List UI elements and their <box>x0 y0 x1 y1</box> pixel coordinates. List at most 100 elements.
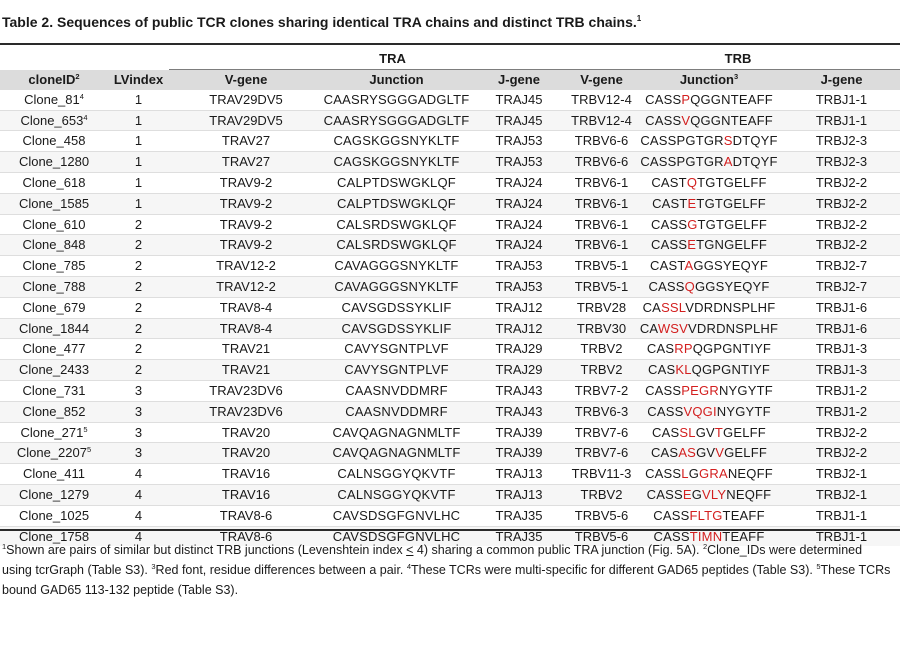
lv-index-cell: 1 <box>108 172 169 194</box>
lv-index-cell: 1 <box>108 110 169 132</box>
tra-junction-cell: CAGSKGGSNYKLTF <box>323 130 470 153</box>
clone-id-cell: Clone_6534 <box>0 110 108 132</box>
junction-residue: CASS <box>653 528 690 544</box>
trb-junction-cell: CASSTIMNTEAFF <box>635 526 783 547</box>
trb-j-gene-cell: TRBJ1-3 <box>783 359 900 381</box>
clone-id-cell: Clone_731 <box>0 380 108 402</box>
junction-residue: CASS <box>653 507 690 523</box>
lv-index-cell: 2 <box>108 234 169 257</box>
tra-j-gene-cell: TRAJ53 <box>470 151 568 173</box>
tra-j-gene-cell: TRAJ29 <box>470 338 568 361</box>
trb-junction-cell: CASSQGGSYEQYF <box>635 276 783 298</box>
group-label-tra: TRA <box>379 51 406 67</box>
trb-v-gene-cell: TRBV7-6 <box>568 442 635 465</box>
table-row: Clone_1280 1 TRAV27 CAGSKGGSNYKLTF TRAJ53 TRB… <box>0 151 900 173</box>
clone-id: Clone_1280 <box>18 154 90 170</box>
trb-junction-cell: CASKLQGPGNTIYF <box>635 359 783 381</box>
trb-v-gene-cell: TRBV5-1 <box>568 255 635 277</box>
top-rule <box>0 43 900 45</box>
junction-residue: CASS <box>645 382 682 398</box>
table-title-text: Table 2. Sequences of public TCR clones … <box>2 14 637 30</box>
junction-residue: GGSYEQYF <box>694 278 770 294</box>
junction-residue: CASS <box>646 486 683 502</box>
trb-junction-cell: CASSVQGGNTEAFF <box>635 110 783 132</box>
header-clone-id: cloneID2 <box>0 69 108 90</box>
trb-junction-cell: CASSPGTGRADTQYF <box>635 151 783 173</box>
lv-index-cell: 3 <box>108 442 169 465</box>
trb-v-gene-cell: TRBV7-2 <box>568 380 635 402</box>
tra-v-gene-cell: TRAV12-2 <box>169 276 323 298</box>
trb-v-gene-cell: TRBV2 <box>568 338 635 361</box>
junction-residue: NEQFF <box>727 466 773 482</box>
footnote-1-text-start: Shown are pairs of similar but distinct … <box>6 543 407 557</box>
lv-index-cell: 1 <box>108 151 169 173</box>
clone-id-footnote-mark: 4 <box>83 112 88 122</box>
junction-residue: CAST <box>652 195 688 211</box>
table-row: Clone_785 2 TRAV12-2 CAVAGGGSNYKLTF TRAJ53 TR… <box>0 255 900 277</box>
junction-residue: VDRDNSPLHF <box>685 299 776 315</box>
trb-j-gene-cell: TRBJ2-2 <box>783 422 900 444</box>
trb-j-gene-cell: TRBJ2-2 <box>783 193 900 215</box>
clone-id-footnote-mark: 5 <box>86 445 92 455</box>
junction-residue-diff: VQGI <box>683 403 717 419</box>
table-row: Clone_1844 2 TRAV8-4 CAVSGDSSYKLIF TRAJ12 TRB… <box>0 318 900 340</box>
clone-id-cell: Clone_2715 <box>0 422 108 444</box>
clone-id: Clone_81 <box>24 91 80 107</box>
tra-v-gene-cell: TRAV21 <box>169 359 323 381</box>
lv-index-cell: 2 <box>108 359 169 381</box>
tra-junction-cell: CAASNVDDMRF <box>323 401 470 423</box>
footnote-2-mark: 2 <box>702 542 708 551</box>
lv-index-cell: 4 <box>108 484 169 506</box>
clone-id: Clone_1279 <box>18 486 90 502</box>
tra-v-gene-cell: TRAV23DV6 <box>169 380 323 402</box>
clone-id: Clone_679 <box>22 299 86 315</box>
tra-junction-cell: CAASNVDDMRF <box>323 380 470 402</box>
junction-residue-diff: E <box>687 237 697 253</box>
sequence-table: TRA TRB cloneID2 LVindex V-gene Junction… <box>0 49 900 547</box>
clone-id: Clone_1585 <box>18 195 90 211</box>
junction-residue: QGPGNTIYF <box>692 341 772 357</box>
table-row: Clone_1025 4 TRAV8-6 CAVSDSGFGNVLHC TRAJ35 TR… <box>0 505 900 527</box>
trb-j-gene-cell: TRBJ2-3 <box>783 151 900 173</box>
junction-residue: NYGYTF <box>718 382 773 398</box>
tra-junction-cell: CAVAGGGSNYKLTF <box>323 255 470 277</box>
clone-id-footnote-mark: 5 <box>83 424 88 434</box>
tra-junction-cell: CALNSGGYQKVTF <box>323 463 470 485</box>
table-row: Clone_814 1 TRAV29DV5 CAASRYSGGGADGLTF TRAJ4… <box>0 89 900 111</box>
group-header-tra: TRA <box>169 49 568 70</box>
trb-j-gene-cell: TRBJ2-7 <box>783 255 900 277</box>
lv-index-cell: 4 <box>108 463 169 485</box>
clone-id-cell: Clone_610 <box>0 214 108 236</box>
tra-v-gene-cell: TRAV23DV6 <box>169 401 323 423</box>
trb-j-gene-cell: TRBJ1-1 <box>783 505 900 527</box>
trb-v-gene-cell: TRBV6-1 <box>568 234 635 257</box>
table-title-footnote-mark: 1 <box>636 14 642 23</box>
tra-j-gene-cell: TRAJ53 <box>470 130 568 153</box>
junction-residue: NEQFF <box>726 486 772 502</box>
junction-residue: GV <box>695 424 715 440</box>
junction-residue-diff: SSL <box>661 299 686 315</box>
table-row: Clone_610 2 TRAV9-2 CALSRDSWGKLQF TRAJ24 TRBV… <box>0 214 900 236</box>
trb-j-gene-cell: TRBJ1-6 <box>783 318 900 340</box>
table-row: Clone_2715 3 TRAV20 CAVQAGNAGNMLTF TRAJ39 TRB… <box>0 422 900 444</box>
tra-j-gene-cell: TRAJ45 <box>470 110 568 132</box>
trb-j-gene-cell: TRBJ1-1 <box>783 526 900 547</box>
junction-residue: CAS <box>646 341 675 357</box>
table-row: Clone_411 4 TRAV16 CALNSGGYQKVTF TRAJ13 TRBV1… <box>0 463 900 485</box>
table-row: Clone_6534 1 TRAV29DV5 CAASRYSGGGADGLTF TRAJ… <box>0 110 900 132</box>
trb-v-gene-cell: TRBV2 <box>568 359 635 381</box>
footnote-4-mark: 4 <box>406 562 412 571</box>
trb-j-gene-cell: TRBJ1-2 <box>783 380 900 402</box>
junction-residue-diff: VLY <box>702 486 727 502</box>
trb-j-gene-cell: TRBJ2-7 <box>783 276 900 298</box>
junction-residue-diff: G <box>687 216 698 232</box>
clone-id: Clone_785 <box>22 258 86 274</box>
lv-index-cell: 3 <box>108 401 169 423</box>
junction-residue-diff: V <box>715 445 725 461</box>
tra-j-gene-cell: TRAJ43 <box>470 401 568 423</box>
junction-residue-diff: FLTG <box>689 507 723 523</box>
junction-residue-diff: T <box>714 424 724 440</box>
tra-junction-cell: CAASRYSGGGADGLTF <box>323 89 470 111</box>
tra-j-gene-cell: TRAJ39 <box>470 422 568 444</box>
trb-v-gene-cell: TRBV2 <box>568 484 635 506</box>
